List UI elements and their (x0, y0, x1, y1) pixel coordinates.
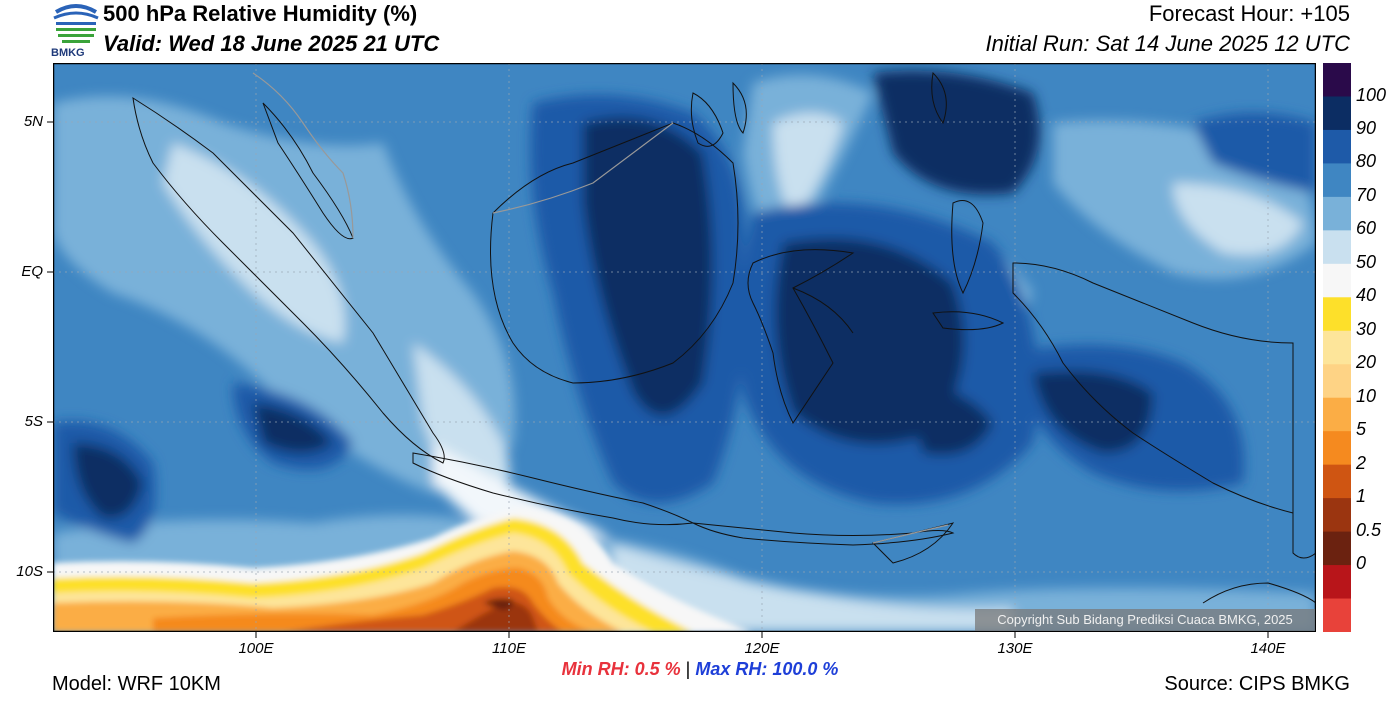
lat-label-10s: 10S (16, 563, 43, 580)
colorbar (1323, 63, 1351, 632)
lat-label-eq: EQ (21, 263, 43, 280)
colorbar-segment (1323, 230, 1351, 265)
colorbar-segment (1323, 464, 1351, 499)
lon-label-130e: 130E (997, 640, 1033, 657)
colorbar-segment (1323, 531, 1351, 566)
lon-label-120e: 120E (744, 640, 780, 657)
colorbar-segment (1323, 364, 1351, 399)
lon-label-140e: 140E (1250, 640, 1286, 657)
colorbar-label: 40 (1356, 285, 1377, 306)
colorbar-segment (1323, 96, 1351, 131)
colorbar-segment (1323, 129, 1351, 164)
lat-ticks (47, 121, 53, 573)
colorbar-segment (1323, 196, 1351, 231)
bmkg-logo (53, 0, 99, 44)
colorbar-segment (1323, 397, 1351, 432)
lon-ticks (255, 632, 1269, 638)
forecast-hour: Forecast Hour: +105 (1148, 1, 1350, 26)
colorbar-segment (1323, 565, 1351, 600)
logo-text: BMKG (51, 47, 85, 59)
colorbar-label: 30 (1356, 318, 1377, 339)
colorbar-label: 70 (1356, 184, 1377, 205)
colorbar-label: 10 (1356, 385, 1377, 406)
colorbar-label: 20 (1356, 352, 1377, 373)
colorbar-label: 2 (1356, 452, 1367, 473)
colorbar-label: 100 (1356, 84, 1387, 105)
colorbar-label: 90 (1356, 117, 1377, 138)
valid-time: Valid: Wed 18 June 2025 21 UTC (103, 31, 440, 56)
colorbar-label: 0 (1356, 553, 1367, 574)
colorbar-segment (1323, 63, 1351, 97)
colorbar-segment (1323, 297, 1351, 332)
model-label: Model: WRF 10KM (52, 673, 221, 695)
humidity-map (53, 63, 1316, 632)
colorbar-label: 50 (1356, 251, 1377, 272)
colorbar-label: 1 (1356, 486, 1367, 507)
copyright-notice: Copyright Sub Bidang Prediksi Cuaca BMKG… (975, 609, 1315, 631)
rh-stats: Min RH: 0.5 % | Max RH: 100.0 % (0, 659, 1400, 680)
colorbar-label: 5 (1356, 419, 1367, 440)
colorbar-segment (1323, 498, 1351, 533)
colorbar-label: 0.5 (1356, 519, 1382, 540)
colorbar-segment (1323, 263, 1351, 298)
stats-separator: | (685, 659, 691, 679)
colorbar-segment (1323, 598, 1351, 632)
map-title: 500 hPa Relative Humidity (%) (103, 1, 418, 26)
lat-label-5s: 5S (24, 413, 43, 430)
source-label: Source: CIPS BMKG (1164, 673, 1350, 695)
colorbar-label: 80 (1356, 151, 1377, 172)
initial-run: Initial Run: Sat 14 June 2025 12 UTC (985, 31, 1350, 56)
colorbar-segment (1323, 330, 1351, 365)
lon-label-110e: 110E (492, 640, 526, 657)
colorbar-segment (1323, 431, 1351, 466)
lon-label-100e: 100E (238, 640, 274, 657)
colorbar-segment (1323, 163, 1351, 198)
colorbar-label: 60 (1356, 218, 1377, 239)
lat-label-5n: 5N (23, 113, 43, 130)
min-rh: Min RH: 0.5 % (561, 659, 681, 679)
max-rh: Max RH: 100.0 % (695, 659, 839, 679)
